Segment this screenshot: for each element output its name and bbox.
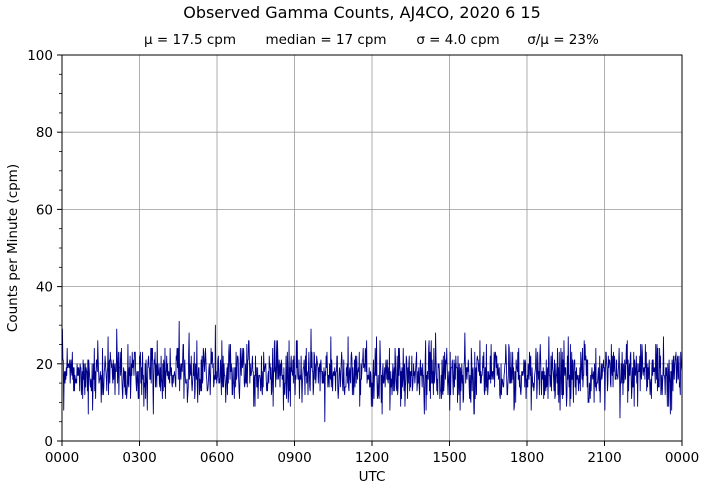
series-line — [61, 320, 683, 423]
chart-title: Observed Gamma Counts, AJ4CO, 2020 6 15 — [183, 3, 541, 22]
x-tick-label: 2100 — [587, 450, 621, 466]
y-tick-label: 0 — [44, 434, 53, 450]
y-tick-label: 100 — [27, 48, 53, 64]
x-tick-label: 1200 — [355, 450, 389, 466]
y-tick-label: 60 — [36, 202, 53, 218]
x-tick-label: 1500 — [432, 450, 466, 466]
x-tick-label: 0000 — [45, 450, 79, 466]
x-tick-label: 0300 — [122, 450, 156, 466]
x-tick-label: 0600 — [200, 450, 234, 466]
x-tick-label: 0900 — [277, 450, 311, 466]
series-group — [61, 320, 683, 423]
x-tick-label: 0000 — [665, 450, 699, 466]
y-tick-label: 80 — [36, 125, 53, 141]
x-axis-label: UTC — [359, 469, 386, 485]
y-axis-label: Counts per Minute (cpm) — [5, 164, 21, 332]
x-axis: 0000 0300 0600 0900 1200 1500 1800 2100 0000 — [45, 441, 699, 466]
stat-median: median = 17 cpm — [265, 32, 386, 48]
y-tick-label: 20 — [36, 357, 53, 373]
stat-sigma: σ = 4.0 cpm — [416, 32, 499, 48]
stat-mean: μ = 17.5 cpm — [144, 32, 236, 48]
x-tick-label: 1800 — [510, 450, 544, 466]
stat-ratio: σ/μ = 23% — [527, 32, 599, 48]
y-tick-label: 40 — [36, 280, 53, 296]
y-axis: 0 20 40 60 80 100 — [27, 48, 62, 450]
